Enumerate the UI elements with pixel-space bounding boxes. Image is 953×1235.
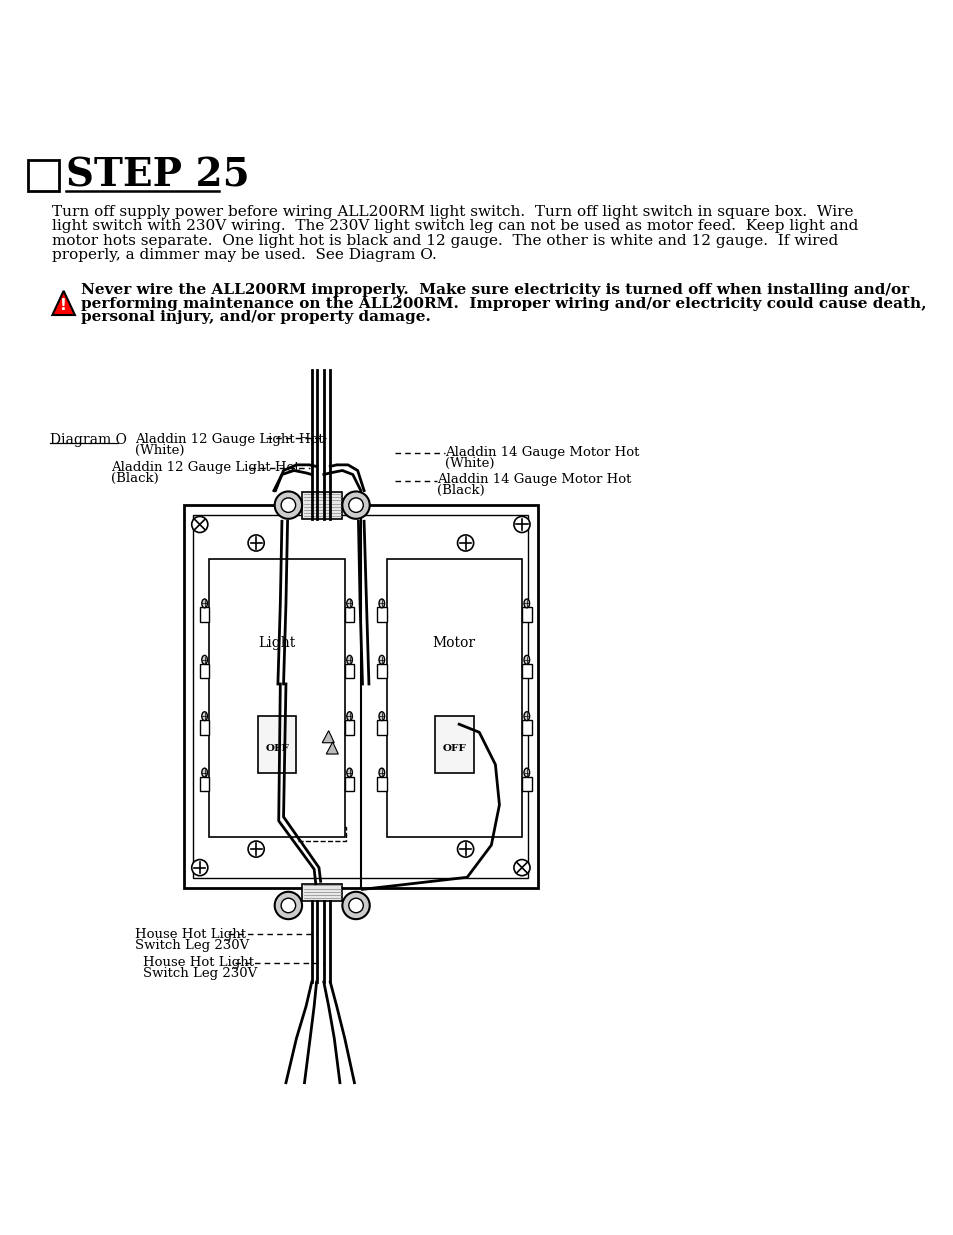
Text: Light: Light	[258, 636, 295, 650]
Text: (Black): (Black)	[112, 472, 159, 485]
Bar	[344, 720, 355, 735]
Circle shape	[248, 535, 264, 551]
Bar	[344, 777, 355, 792]
Ellipse shape	[346, 711, 352, 720]
Bar	[521, 608, 531, 622]
Bar	[199, 777, 210, 792]
Text: OFF: OFF	[265, 743, 289, 753]
Text: (White): (White)	[135, 443, 185, 457]
Text: Turn off supply power before wiring ALL200RM light switch.  Turn off light switc: Turn off supply power before wiring ALL2…	[52, 205, 853, 219]
Text: STEP 25: STEP 25	[66, 157, 250, 194]
Bar	[199, 720, 210, 735]
Bar	[376, 664, 386, 678]
Bar	[193, 515, 528, 878]
Bar	[521, 720, 531, 735]
Ellipse shape	[346, 768, 352, 777]
Ellipse shape	[523, 656, 529, 664]
Text: light switch with 230V wiring.  The 230V light switch leg can not be used as mot: light switch with 230V wiring. The 230V …	[52, 219, 858, 233]
Ellipse shape	[378, 711, 384, 720]
Circle shape	[281, 898, 295, 913]
Text: Switch Leg 230V: Switch Leg 230V	[143, 967, 257, 981]
Bar	[376, 608, 386, 622]
Circle shape	[281, 498, 295, 513]
Bar	[435, 716, 473, 773]
Text: Aladdin 14 Gauge Motor Hot: Aladdin 14 Gauge Motor Hot	[436, 473, 631, 485]
Bar	[184, 505, 537, 888]
Text: motor hots separate.  One light hot is black and 12 gauge.  The other is white a: motor hots separate. One light hot is bl…	[52, 233, 838, 248]
Bar	[199, 608, 210, 622]
Circle shape	[457, 841, 473, 857]
Ellipse shape	[378, 599, 384, 608]
Circle shape	[192, 516, 208, 532]
Ellipse shape	[202, 599, 207, 608]
Text: (White): (White)	[444, 457, 494, 469]
Bar	[257, 716, 296, 773]
Ellipse shape	[202, 711, 207, 720]
Bar	[386, 559, 521, 837]
Ellipse shape	[346, 656, 352, 664]
Text: Aladdin 12 Gauge Light Hot: Aladdin 12 Gauge Light Hot	[135, 432, 324, 446]
Ellipse shape	[202, 768, 207, 777]
Ellipse shape	[523, 711, 529, 720]
Ellipse shape	[202, 656, 207, 664]
Text: Diagram O: Diagram O	[50, 432, 127, 447]
Circle shape	[514, 516, 530, 532]
Text: performing maintenance on the ALL200RM.  Improper wiring and/or electricity coul: performing maintenance on the ALL200RM. …	[80, 296, 925, 310]
Text: Never wire the ALL200RM improperly.  Make sure electricity is turned off when in: Never wire the ALL200RM improperly. Make…	[80, 283, 907, 296]
Text: Switch Leg 230V: Switch Leg 230V	[135, 940, 250, 952]
Text: OFF: OFF	[442, 743, 466, 753]
Ellipse shape	[378, 768, 384, 777]
Circle shape	[342, 892, 370, 919]
Bar	[297, 826, 346, 841]
Text: (Black): (Black)	[436, 484, 485, 498]
Text: House Hot Light: House Hot Light	[135, 927, 246, 941]
Circle shape	[349, 498, 363, 513]
Text: House Hot Light: House Hot Light	[143, 956, 254, 969]
Ellipse shape	[523, 768, 529, 777]
Text: Aladdin 12 Gauge Light Hot: Aladdin 12 Gauge Light Hot	[112, 461, 299, 474]
Circle shape	[349, 898, 363, 913]
Circle shape	[248, 841, 264, 857]
Bar	[376, 720, 386, 735]
Text: properly, a dimmer may be used.  See Diagram O.: properly, a dimmer may be used. See Diag…	[52, 248, 436, 262]
Bar	[344, 608, 355, 622]
Polygon shape	[52, 291, 75, 315]
Bar	[521, 777, 531, 792]
Bar	[344, 664, 355, 678]
Bar	[199, 664, 210, 678]
Circle shape	[457, 535, 473, 551]
Bar	[302, 884, 342, 902]
Polygon shape	[326, 742, 338, 755]
Circle shape	[192, 860, 208, 876]
Circle shape	[274, 492, 302, 519]
Bar	[521, 664, 531, 678]
Bar	[210, 559, 344, 837]
Ellipse shape	[523, 599, 529, 608]
Text: Aladdin 14 Gauge Motor Hot: Aladdin 14 Gauge Motor Hot	[444, 446, 639, 458]
Bar	[376, 777, 386, 792]
Circle shape	[514, 860, 530, 876]
Bar	[29, 161, 59, 191]
Text: Motor: Motor	[433, 636, 476, 650]
Bar	[302, 493, 342, 519]
Ellipse shape	[378, 656, 384, 664]
Ellipse shape	[346, 599, 352, 608]
Polygon shape	[322, 731, 334, 742]
Circle shape	[274, 892, 302, 919]
Text: !: !	[60, 298, 67, 312]
Text: personal injury, and/or property damage.: personal injury, and/or property damage.	[80, 310, 430, 325]
Circle shape	[342, 492, 370, 519]
